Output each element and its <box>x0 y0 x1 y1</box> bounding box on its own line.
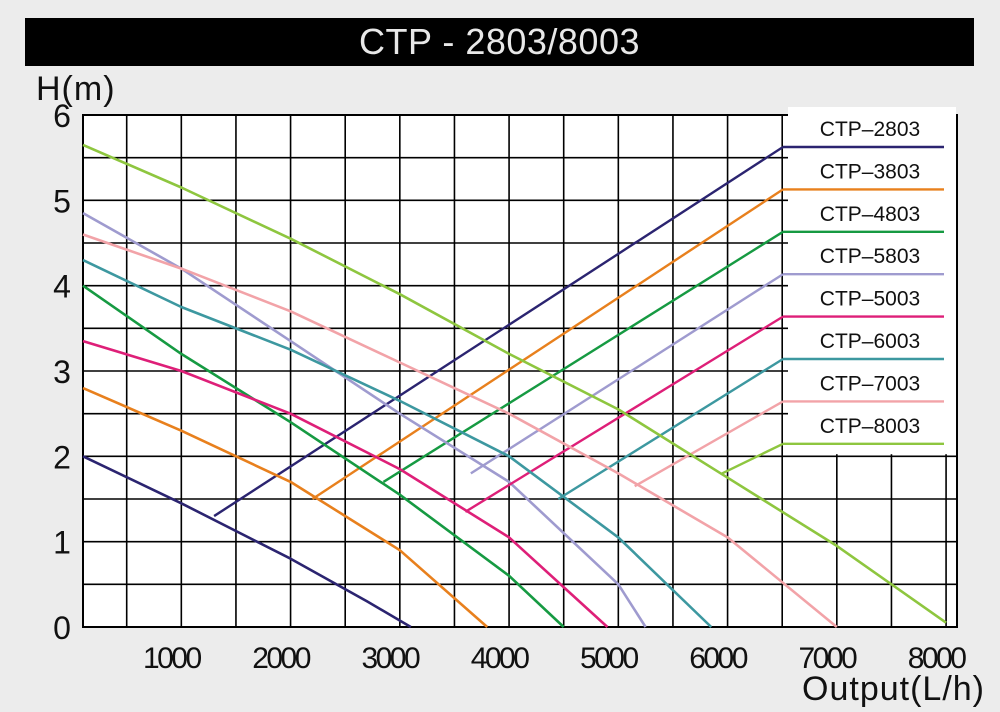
legend-label: CTP–6003 <box>820 330 920 353</box>
curve-line <box>82 455 412 629</box>
y-tick-label: 3 <box>53 354 71 390</box>
legend-label: CTP–3803 <box>820 160 920 183</box>
leader-line <box>470 273 784 475</box>
leader-line <box>634 400 784 488</box>
curve-line <box>82 143 947 624</box>
curve-line <box>82 233 838 629</box>
y-tick-label: 2 <box>53 439 71 475</box>
y-tick-label: 0 <box>53 610 71 646</box>
performance-curves <box>82 143 947 629</box>
x-tick-label: 5000 <box>580 642 639 675</box>
chart-title: CTP - 2803/8003 <box>358 21 640 62</box>
curve-line <box>82 284 565 628</box>
leader-line <box>721 442 784 475</box>
y-tick-label: 5 <box>53 183 71 219</box>
legend-label: CTP–2803 <box>820 118 920 141</box>
y-axis-label: H(m) <box>36 70 116 108</box>
plot-frame <box>82 114 958 628</box>
curve-line <box>82 386 489 628</box>
x-tick-label: 4000 <box>471 642 530 675</box>
legend-label: CTP–7003 <box>820 372 920 395</box>
y-tick-label: 6 <box>53 98 71 134</box>
x-tick-label: 6000 <box>689 642 748 675</box>
leader-line <box>382 230 784 483</box>
x-axis-label: Output(L/h) <box>802 670 985 708</box>
leader-line <box>557 357 784 501</box>
legend-label: CTP–4803 <box>820 203 920 226</box>
legend-box <box>788 107 956 455</box>
legend-label: CTP–8003 <box>820 415 920 438</box>
x-tick-label: 8000 <box>908 642 967 675</box>
x-tick-label: 7000 <box>798 642 857 675</box>
title-bar: CTP - 2803/8003 <box>25 18 974 66</box>
x-tick-label: 3000 <box>361 642 420 675</box>
curve-line <box>82 258 713 628</box>
legend: CTP–2803 CTP–3803 CTP–4803 CTP–5803 CTP–5003… <box>783 107 956 455</box>
y-tick-label: 1 <box>53 525 71 561</box>
curve-line <box>82 339 609 628</box>
x-tick-label: 2000 <box>252 642 311 675</box>
legend-label: CTP–5803 <box>820 245 920 268</box>
leader-line <box>213 145 784 518</box>
leader-line <box>311 188 784 501</box>
axes: 0 1 2 3 4 5 6 1000 2000 3000 4000 5000 6000 7000 8000 H… <box>36 70 985 708</box>
legend-label: CTP–5003 <box>820 288 920 311</box>
x-tick-label: 1000 <box>143 642 202 675</box>
y-tick-label: 4 <box>53 269 71 305</box>
